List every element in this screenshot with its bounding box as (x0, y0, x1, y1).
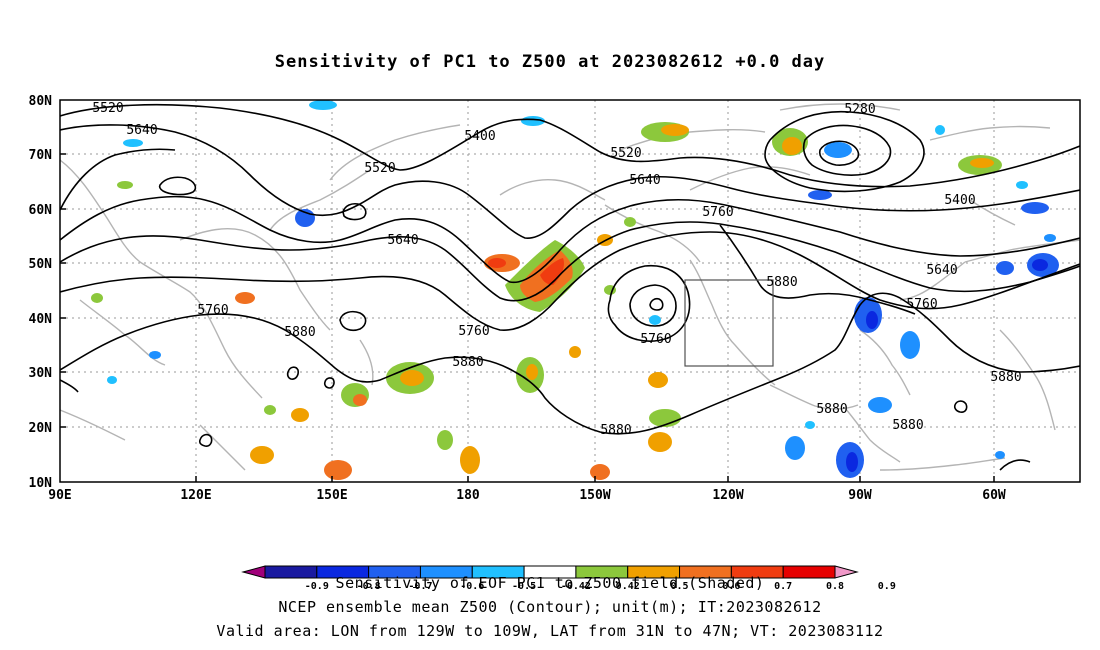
colorbar-right-arrow (834, 565, 859, 579)
lat-tick-label: 40N (29, 312, 53, 327)
contour-label: 5520 (364, 161, 395, 176)
lat-tick-label: 30N (29, 366, 53, 381)
colorbar-segment (264, 565, 318, 579)
colorbar-segment (782, 565, 836, 579)
contour-label: 5880 (600, 423, 631, 438)
contour-label: 5520 (610, 146, 641, 161)
colorbar: -0.9 -0.8 -0.7 -0.6 -0.5 -0.42 0.42 0.5 0.6 0.7 0.… (241, 565, 896, 592)
lat-tick-label: 60N (29, 203, 53, 218)
contour-label: 5760 (640, 332, 671, 347)
contour-label: 5760 (906, 297, 937, 312)
colorbar-tick-label: -0.9 (305, 581, 329, 592)
lat-tick-labels: 80N 70N 60N 50N 40N 30N 20N 10N (29, 94, 53, 491)
colorbar-tick-label: 0.8 (826, 581, 844, 592)
footer-line-valid-area: Valid area: LON from 129W to 109W, LAT f… (216, 622, 883, 640)
contour-label: 5880 (990, 370, 1021, 385)
lon-tick-label: 150W (579, 488, 610, 503)
map-frame (59, 99, 1081, 483)
colorbar-tick-label: 0.5 (671, 581, 689, 592)
contour-label: 5880 (816, 402, 847, 417)
colorbar-tick-label: 0.9 (878, 581, 896, 592)
contour-label: 5760 (458, 324, 489, 339)
lat-tick-label: 50N (29, 257, 53, 272)
lat-tick-label: 10N (29, 476, 53, 491)
lon-tick-label: 120E (180, 488, 211, 503)
lon-tick-label: 120W (712, 488, 743, 503)
colorbar-tick-label: 0.7 (774, 581, 792, 592)
contour-label: 5640 (926, 263, 957, 278)
footer-line-shaded: Sensitivity of EOF PC1 to Z500 field (Sh… (336, 574, 765, 592)
lon-tick-label: 90W (848, 488, 872, 503)
colorbar-tick-label: 0.6 (722, 581, 740, 592)
colorbar-tick-label: -0.7 (408, 581, 432, 592)
sensitivity-shading (91, 100, 1059, 480)
contour-label: 5760 (702, 205, 733, 220)
lon-tick-label: 150E (316, 488, 347, 503)
contour-label: 5760 (197, 303, 228, 318)
contour-label: 5880 (892, 418, 923, 433)
lat-tick-label: 20N (29, 421, 53, 436)
contour-label: 5400 (464, 129, 495, 144)
axis-tick-marks (60, 153, 995, 482)
valid-area-box (684, 279, 774, 367)
lat-tick-label: 70N (29, 148, 53, 163)
z500-contours (60, 103, 1080, 471)
colorbar-tick-label: -0.8 (357, 581, 381, 592)
contour-label: 5880 (452, 355, 483, 370)
colorbar-tick-label: -0.6 (460, 581, 484, 592)
colorbar-tick-label: -0.5 (512, 581, 536, 592)
contour-label: 5280 (844, 102, 875, 117)
contour-label: 5640 (126, 123, 157, 138)
lon-tick-labels: 90E 120E 150E 180 150W 120W 90W 60W (48, 488, 1006, 503)
lon-tick-label: 60W (982, 488, 1006, 503)
contour-label: 5880 (766, 275, 797, 290)
contour-label: 5400 (944, 193, 975, 208)
lon-tick-label: 90E (48, 488, 71, 503)
colorbar-tick-label: -0.42 (561, 581, 591, 592)
colorbar-left-arrow (241, 565, 266, 579)
footer-line-contour: NCEP ensemble mean Z500 (Contour); unit(… (278, 598, 821, 616)
lon-tick-label: 180 (456, 488, 480, 503)
contour-label: 5880 (284, 325, 315, 340)
contour-label: 5520 (92, 101, 123, 116)
figure-title: Sensitivity of PC1 to Z500 at 2023082612… (275, 52, 826, 72)
colorbar-tick-label: 0.42 (616, 581, 640, 592)
lat-tick-label: 80N (29, 94, 53, 109)
contour-label: 5640 (629, 173, 660, 188)
contour-label: 5640 (387, 233, 418, 248)
contour-labels: 5520 5640 5400 5520 5280 5520 5640 5400 … (92, 101, 1021, 438)
